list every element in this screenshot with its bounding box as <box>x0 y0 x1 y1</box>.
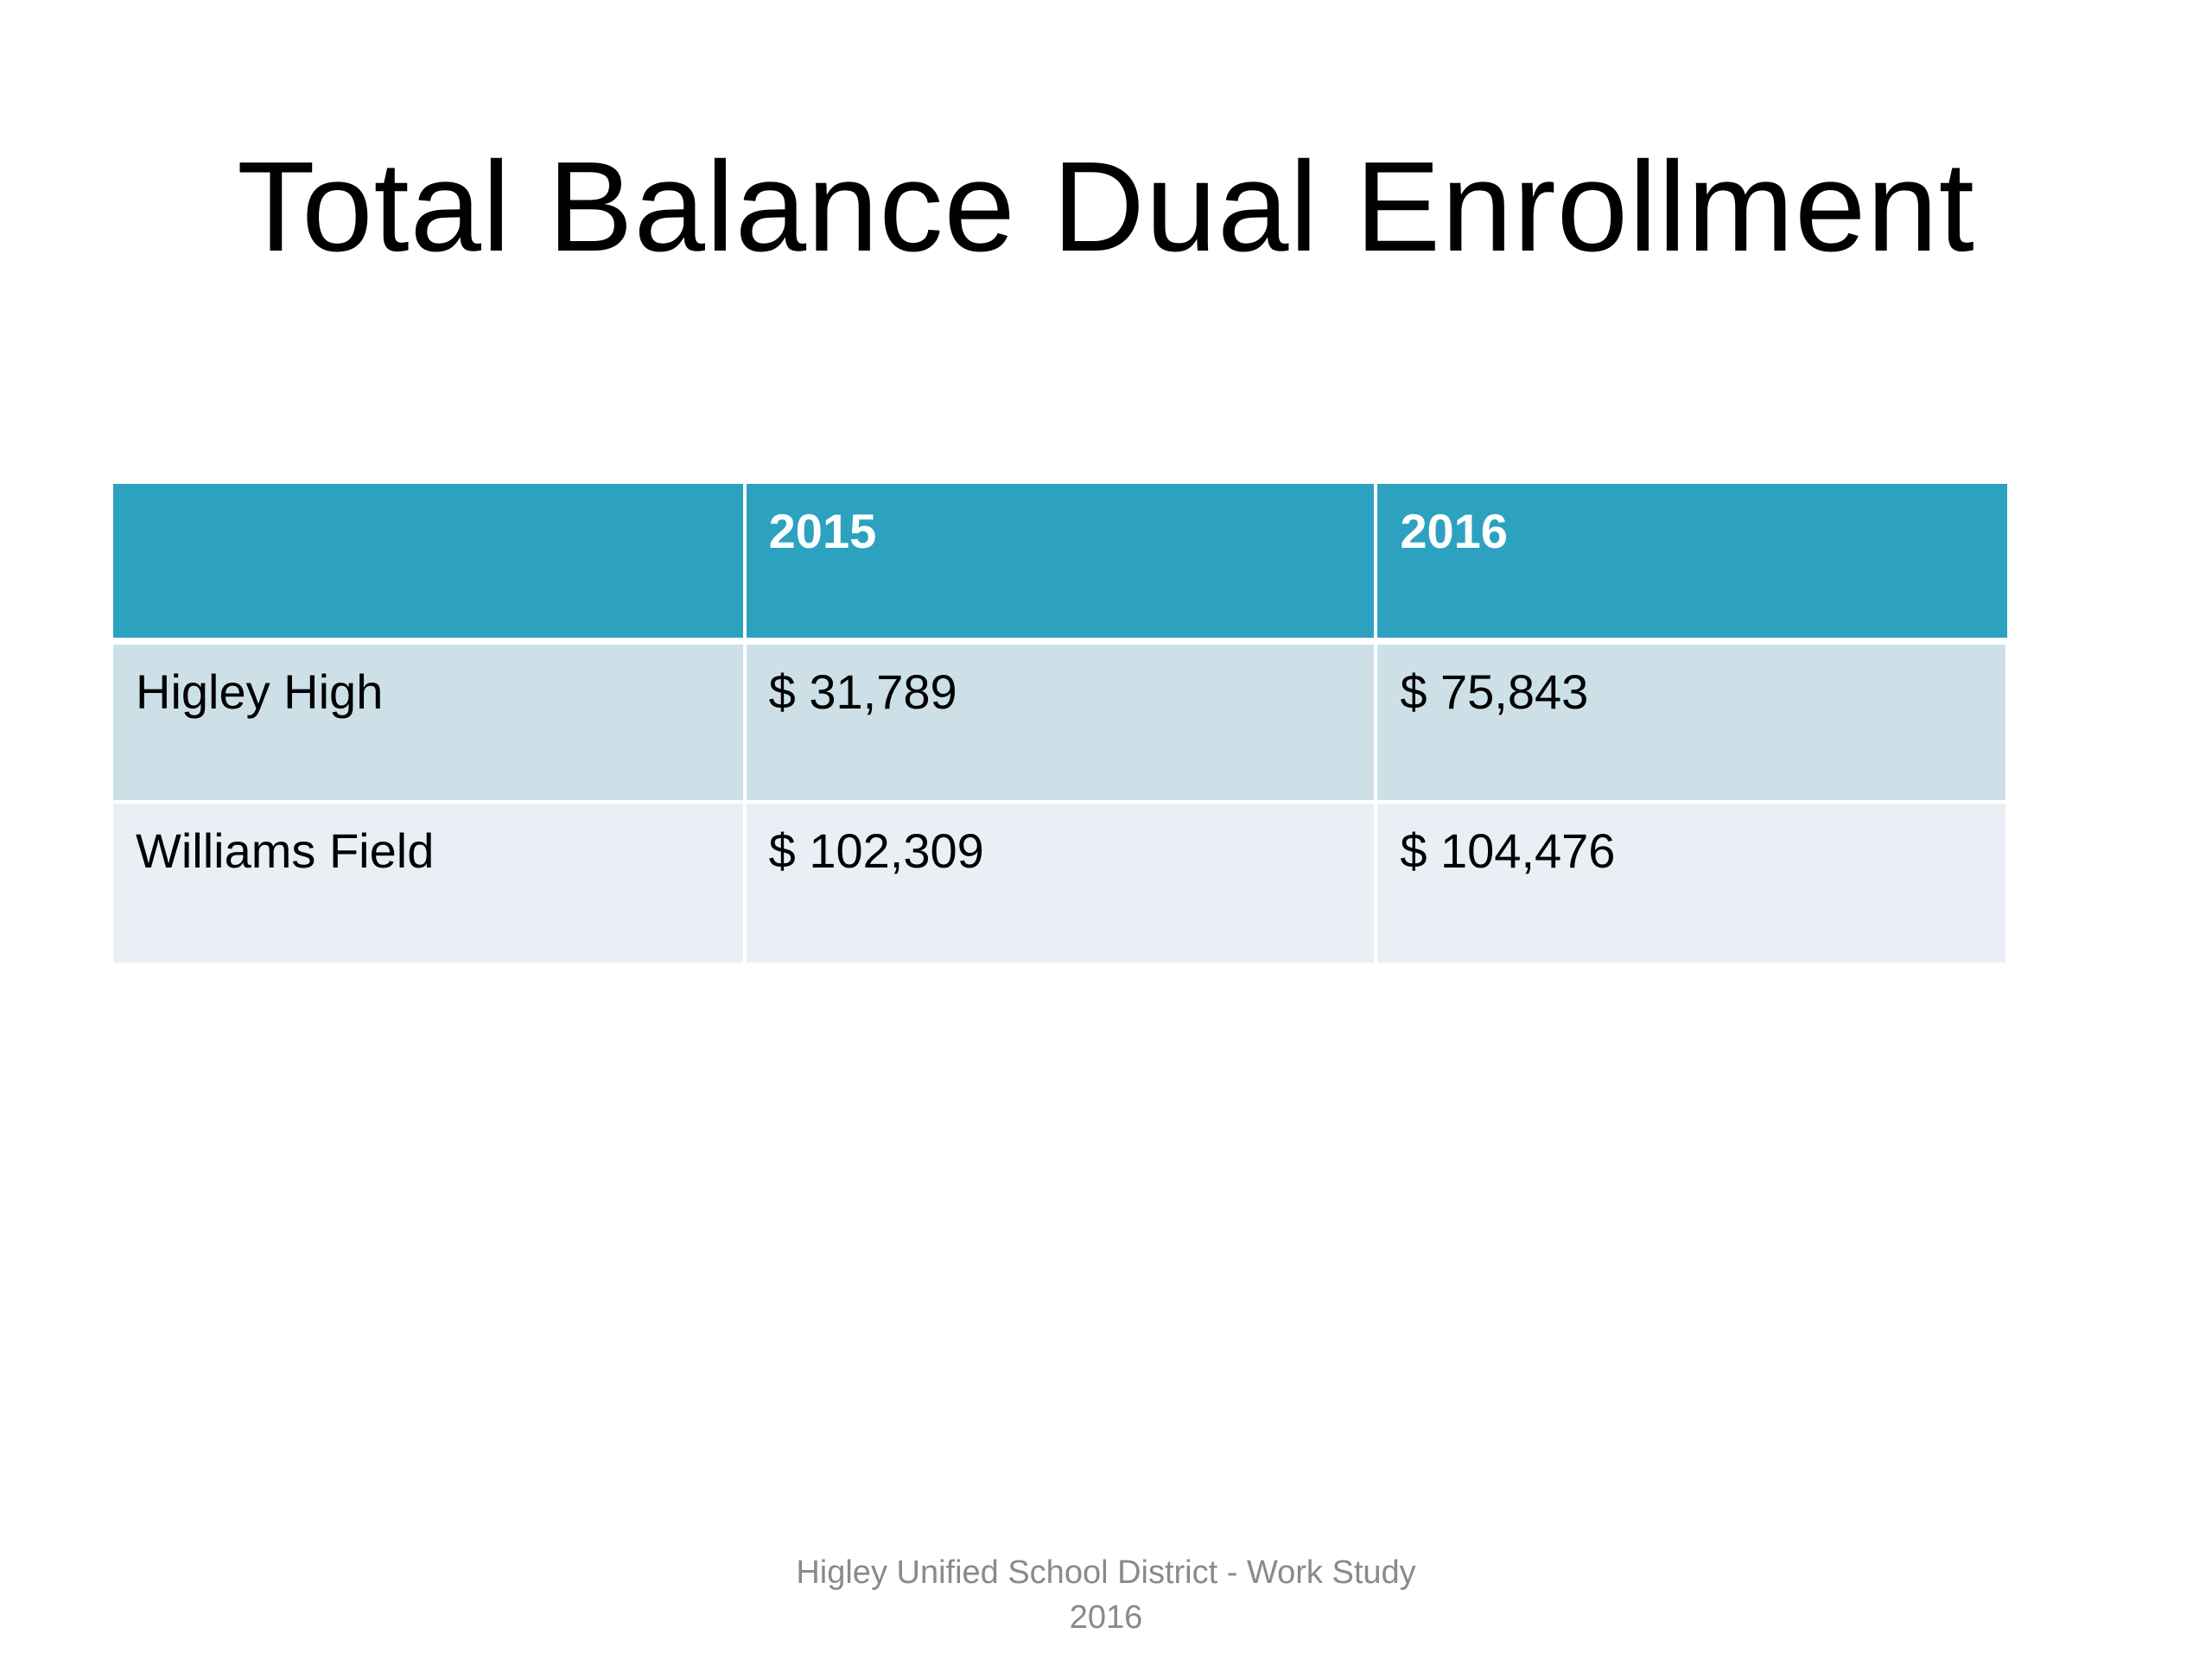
value-2015-cell: $ 31,789 <box>744 641 1378 804</box>
header-cell-2015: 2015 <box>744 484 1378 645</box>
table-body: Higley High $ 31,789 $ 75,843 Williams F… <box>113 641 2009 963</box>
footer-line-1: Higley Unified School District - Work St… <box>796 1554 1416 1591</box>
slide-title: Total Balance Dual Enrollment <box>237 136 1975 278</box>
school-name-cell: Williams Field <box>113 802 747 963</box>
value-2016-cell: $ 75,843 <box>1376 641 2009 804</box>
header-cell-empty <box>113 484 747 645</box>
value-2016-cell: $ 104,476 <box>1376 802 2009 963</box>
table-header: 2015 2016 <box>113 484 2007 645</box>
footer-line-2: 2016 <box>1069 1599 1143 1636</box>
header-row: 2015 2016 <box>113 484 2007 645</box>
table-row: Williams Field $ 102,309 $ 104,476 <box>113 802 2009 963</box>
value-2015-cell: $ 102,309 <box>744 802 1378 963</box>
balance-table-container: 2015 2016 Higley High $ 31,789 $ 75,843 … <box>113 484 2009 963</box>
header-cell-2016: 2016 <box>1376 484 2007 645</box>
balance-table: 2015 2016 Higley High $ 31,789 $ 75,843 … <box>113 484 2009 963</box>
school-name-cell: Higley High <box>113 641 747 804</box>
table-row: Higley High $ 31,789 $ 75,843 <box>113 641 2009 804</box>
slide-footer: Higley Unified School District - Work St… <box>0 1550 2212 1640</box>
